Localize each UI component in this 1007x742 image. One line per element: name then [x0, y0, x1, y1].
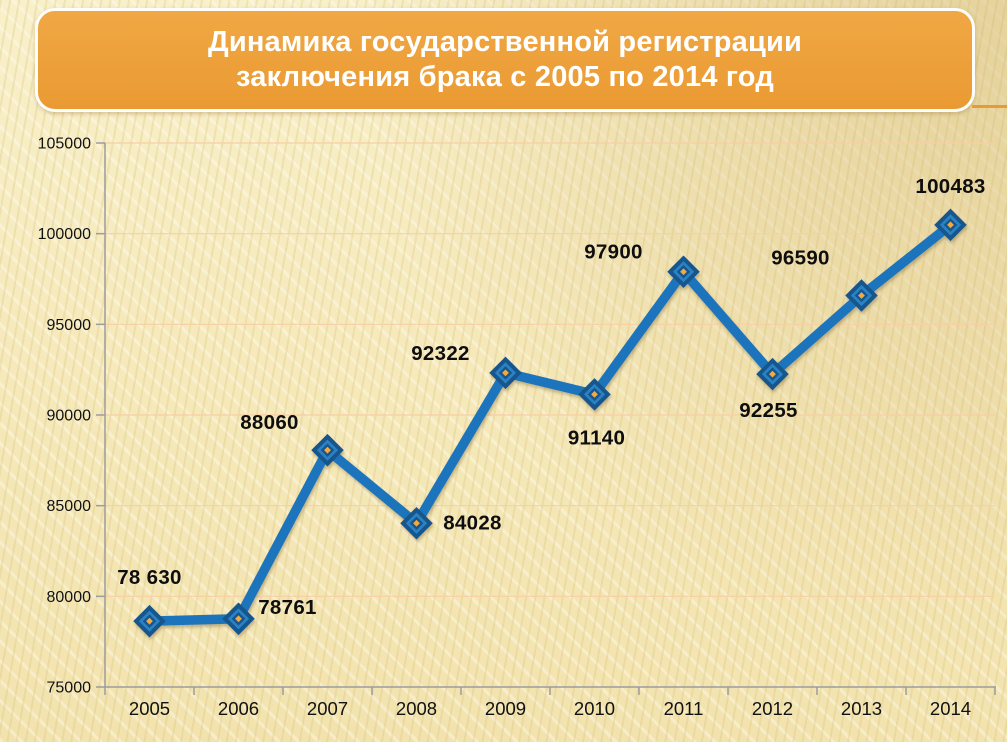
y-tick-label: 95000 [47, 317, 92, 334]
marker-center-diamond [676, 264, 691, 279]
marker-center-diamond [142, 614, 157, 628]
slide-title-line2: заключения брака с 2005 по 2014 год [236, 61, 774, 93]
data-point-marker [578, 378, 611, 411]
data-point-label: 78761 [258, 596, 317, 619]
marker-center-diamond [320, 443, 335, 457]
x-tick-label: 2013 [841, 698, 882, 719]
x-tick-label: 2006 [218, 698, 259, 719]
x-tick-label: 2008 [396, 698, 437, 719]
data-point-marker [667, 255, 700, 289]
data-point-marker [311, 433, 344, 467]
data-point-label: 78 630 [117, 566, 182, 589]
marker-center-diamond [409, 516, 424, 531]
x-tick-label: 2009 [485, 698, 526, 719]
x-tick-label: 2010 [574, 698, 615, 719]
y-tick-label: 75000 [47, 680, 92, 697]
y-tick-label: 100000 [38, 226, 91, 243]
data-point-label: 84028 [443, 511, 502, 534]
data-series [133, 208, 967, 638]
data-point-label: 97900 [584, 241, 643, 264]
y-tick-label: 90000 [47, 408, 92, 425]
x-tick-label: 2005 [129, 698, 170, 719]
data-point-marker [756, 357, 789, 391]
data-point-marker [489, 356, 522, 390]
y-tick-label: 105000 [38, 136, 91, 153]
y-tick-label: 80000 [47, 589, 92, 606]
data-point-label: 88060 [240, 411, 299, 434]
marker-center-diamond [943, 218, 958, 232]
marker-center-diamond [498, 366, 513, 380]
marker-center-diamond [854, 288, 869, 303]
data-point-marker [845, 279, 878, 312]
data-point-label: 92322 [411, 342, 470, 365]
marker-center-diamond [587, 387, 602, 402]
marker-center-diamond [231, 612, 246, 626]
x-tick-label: 2012 [752, 698, 793, 719]
data-point-label: 100483 [915, 175, 985, 198]
x-tick-label: 2011 [664, 698, 704, 719]
series-line [144, 220, 956, 626]
slide-title-line1: Динамика государственной регистрации [207, 26, 803, 58]
banner-side-rule [972, 105, 1007, 108]
data-point-label: 92255 [739, 399, 798, 422]
y-tick-label: 85000 [47, 498, 92, 515]
data-point-label: 96590 [771, 247, 830, 270]
title-banner: Динамика государственной регистрации зак… [35, 8, 975, 112]
data-point-marker [133, 604, 166, 638]
data-point-marker [400, 507, 433, 540]
x-tick-label: 2014 [930, 698, 971, 719]
data-point-marker [222, 602, 255, 636]
data-point-label: 91140 [568, 426, 625, 449]
data-point-marker [934, 208, 967, 242]
marker-center-diamond [765, 367, 780, 381]
x-tick-label: 2007 [307, 698, 348, 719]
